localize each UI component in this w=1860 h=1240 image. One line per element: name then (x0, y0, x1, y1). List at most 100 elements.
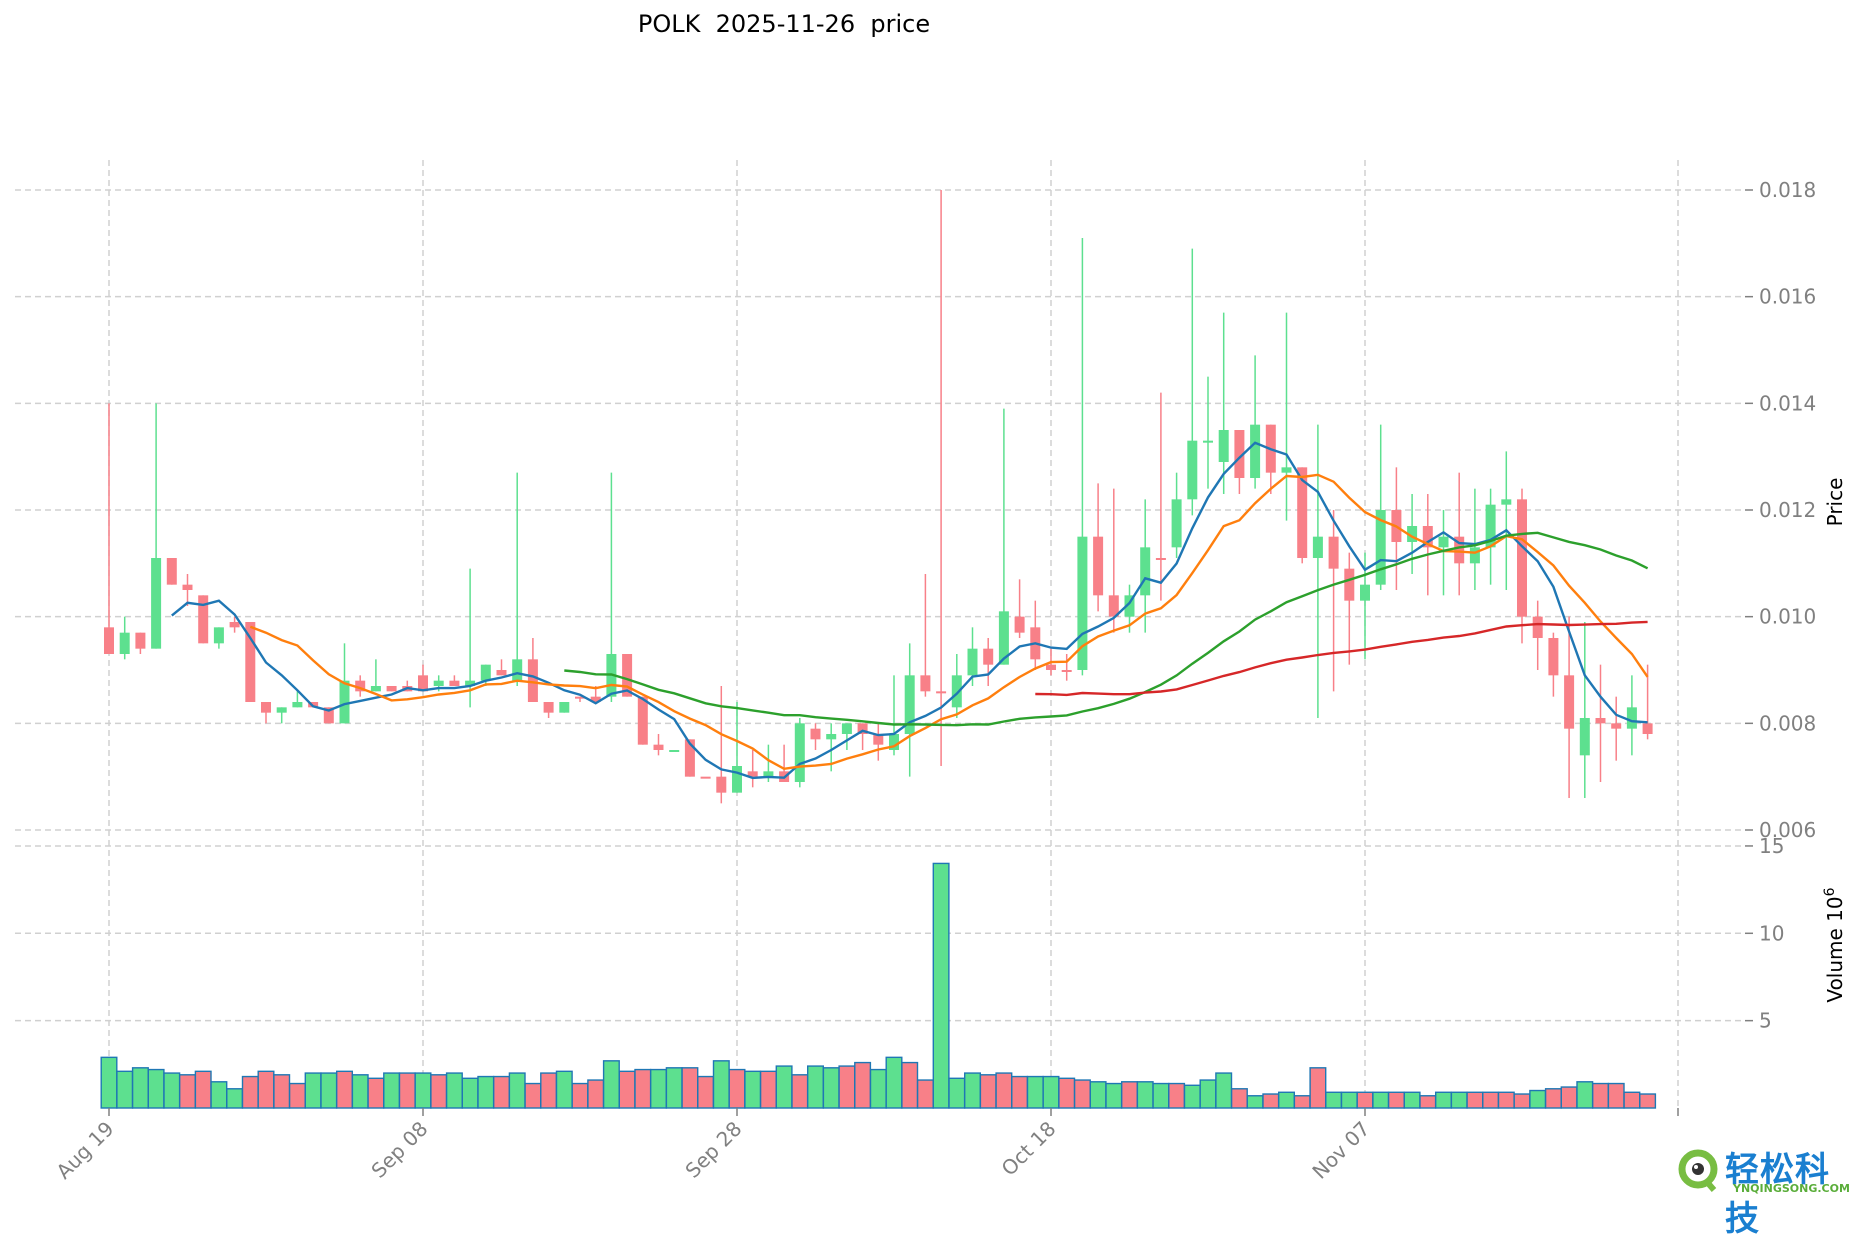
candle (841, 723, 852, 734)
volume-bar (1230, 1088, 1248, 1109)
candle (920, 675, 931, 692)
date-tick-label: Oct 18 (997, 1117, 1061, 1181)
volume-bar (493, 1075, 511, 1109)
volume-bar (791, 1074, 809, 1109)
candle (1014, 616, 1025, 633)
volume-bar (351, 1074, 369, 1109)
candle (198, 595, 209, 644)
volume-bar (1529, 1089, 1547, 1109)
candle (983, 648, 994, 665)
candle (1297, 467, 1308, 558)
candle (951, 675, 962, 708)
volume-bar (1387, 1091, 1405, 1109)
volume-bar (979, 1074, 997, 1109)
volume-bar (838, 1065, 856, 1109)
candle (1501, 499, 1512, 505)
candle (1187, 440, 1198, 500)
candle (1234, 429, 1245, 478)
candle (1438, 536, 1449, 548)
price-tick-label: 0.012 (1759, 498, 1816, 522)
candle (1203, 440, 1213, 443)
candlesticks (104, 190, 1653, 804)
volume-bar (1105, 1082, 1123, 1109)
volume-bar (1073, 1079, 1091, 1109)
candle (1422, 525, 1433, 548)
volume-bar (524, 1082, 542, 1109)
ma-line-ma10 (249, 473, 1649, 771)
candle (904, 675, 915, 734)
volume-bar (1262, 1093, 1280, 1109)
volume-bar (1042, 1075, 1060, 1109)
volume-bar (273, 1074, 291, 1109)
candle (747, 771, 758, 777)
price-tick-label: 0.008 (1759, 711, 1816, 735)
candle (1061, 669, 1072, 672)
candle (119, 632, 130, 654)
candle (245, 621, 256, 702)
volume-bar (807, 1065, 825, 1109)
volume-bar (241, 1075, 259, 1109)
candle (1532, 616, 1543, 638)
volume-bar (712, 1060, 730, 1109)
candle (873, 733, 884, 745)
volume-bar (540, 1072, 558, 1109)
volume-bar (775, 1065, 793, 1109)
candle (1218, 429, 1229, 462)
candle (292, 701, 303, 708)
volume-bar (226, 1088, 244, 1109)
candle (700, 776, 711, 779)
volume-bar (587, 1079, 605, 1109)
volume-bar (1623, 1091, 1641, 1109)
volume-bar (869, 1068, 887, 1109)
volume-bar (131, 1067, 149, 1109)
volume-bar (665, 1067, 683, 1109)
candle (1046, 664, 1056, 670)
price-tick-label: 0.014 (1759, 391, 1816, 415)
candle (1124, 595, 1135, 617)
candle (1595, 717, 1606, 724)
candlestick-chart: 0.006 0.008 0.010 0.012 0.014 0.016 0.018 5 10 15… (15, 160, 1847, 1184)
volume-bar (1513, 1093, 1531, 1109)
volume-bar (178, 1074, 196, 1109)
volume-bar (100, 1056, 118, 1109)
moving-average-lines (171, 441, 1649, 780)
volume-bar (1089, 1081, 1107, 1109)
candle (1454, 536, 1465, 564)
volume-bar (571, 1082, 589, 1109)
volume-bar (288, 1082, 306, 1109)
volume-bar (1215, 1072, 1233, 1109)
volume-bar (367, 1077, 385, 1109)
candle (1281, 467, 1292, 473)
volume-bar (336, 1070, 354, 1109)
volume-bar (1497, 1091, 1515, 1109)
volume-bar (508, 1072, 526, 1109)
volume-bar (210, 1081, 228, 1109)
price-tick-label: 0.010 (1759, 605, 1816, 629)
price-tick-label: 0.018 (1759, 178, 1816, 202)
price-tick-label: 0.006 (1759, 818, 1816, 842)
candle (794, 723, 805, 782)
volume-bar (697, 1075, 715, 1109)
volume-bar (932, 862, 950, 1109)
candle (323, 707, 334, 724)
candle (1077, 536, 1088, 670)
candle (1093, 536, 1104, 596)
price-tick-label: 0.016 (1759, 285, 1816, 309)
candle (512, 659, 523, 681)
date-tick-label: Aug 19 (51, 1117, 118, 1184)
candle (857, 723, 868, 734)
candle (104, 627, 114, 654)
volume-bars (100, 862, 1657, 1109)
candle (135, 632, 146, 649)
volume-axis-label: Volume 106 (1822, 887, 1847, 1002)
volume-bar (650, 1068, 668, 1109)
candle (182, 584, 193, 590)
volume-tick-label: 5 (1759, 1009, 1772, 1033)
candle (1579, 717, 1590, 756)
volume-tick-label: 15 (1759, 834, 1784, 858)
volume-bar (634, 1068, 652, 1109)
candle (166, 557, 177, 585)
candle (590, 696, 601, 702)
candle (261, 701, 271, 713)
date-tick-label: Sep 28 (680, 1117, 746, 1183)
